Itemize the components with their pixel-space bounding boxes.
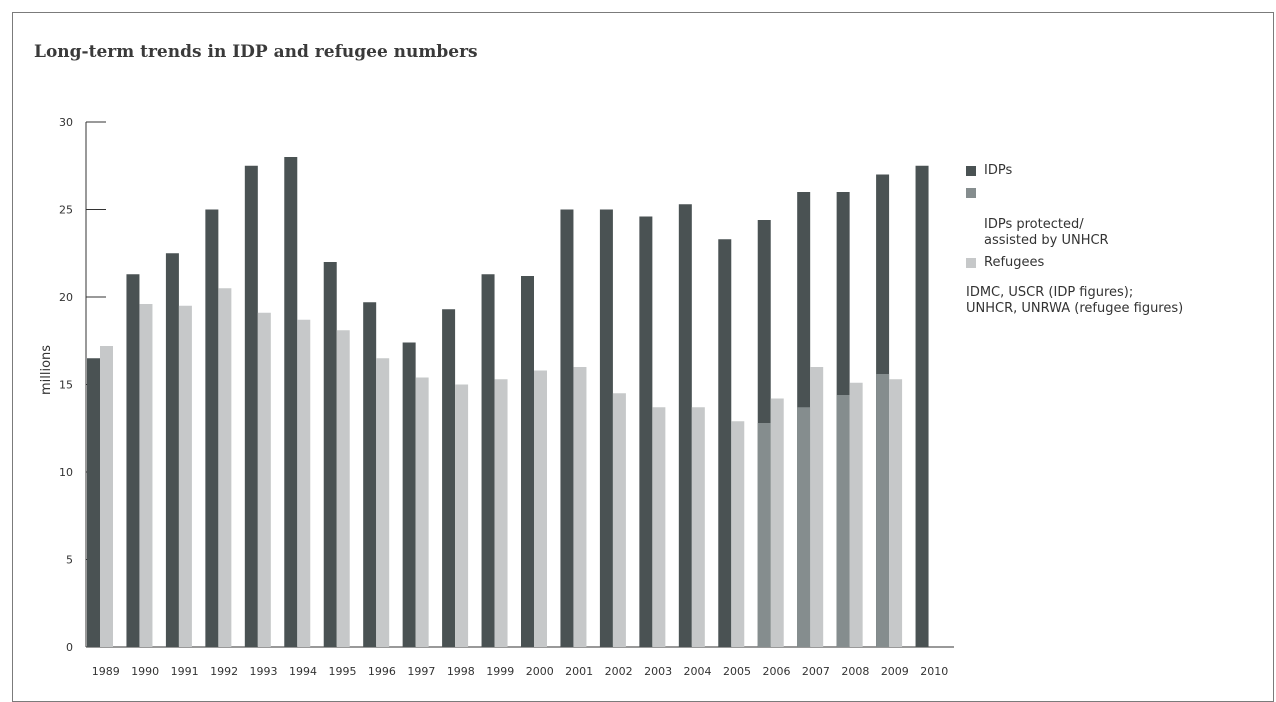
bar-refugees [139, 304, 153, 647]
bar-idps [442, 309, 456, 647]
bar-idps [323, 262, 337, 647]
x-tick-label: 2010 [920, 665, 948, 678]
bar-idps-protected [836, 395, 850, 647]
bar-idps-protected [876, 374, 890, 647]
legend-item-idps: IDPs [966, 163, 1183, 179]
bar-idps [599, 209, 613, 647]
x-tick-label: 2003 [644, 665, 672, 678]
bar-idps [521, 276, 534, 647]
bar-refugees [691, 407, 705, 647]
x-tick-label: 1989 [92, 665, 120, 678]
legend-label-idps-protected: IDPs protected/ assisted by UNHCR [984, 217, 1109, 248]
chart-title: Long-term trends in IDP and refugee numb… [34, 42, 478, 62]
bar-refugees [100, 346, 113, 647]
y-tick-label: 10 [59, 466, 73, 479]
bar-idps [639, 216, 653, 647]
bar-refugees [534, 370, 547, 647]
x-tick-label: 2001 [565, 665, 593, 678]
bar-refugees [455, 384, 469, 647]
x-tick-label: 1991 [171, 665, 199, 678]
bar-refugees [178, 305, 192, 647]
source-note: IDMC, USCR (IDP figures); UNHCR, UNRWA (… [966, 285, 1184, 316]
bar-refugees [731, 421, 745, 647]
x-tick-label: 1992 [210, 665, 238, 678]
x-tick-label: 2004 [684, 665, 712, 678]
y-tick-labels: 0 5 10 15 20 25 30 [59, 116, 73, 654]
x-tick-label: 2002 [605, 665, 633, 678]
x-tick-label: 1997 [407, 665, 435, 678]
y-tick-label: 5 [66, 554, 73, 567]
bar-refugees [573, 367, 587, 647]
bar-refugees [494, 379, 508, 647]
legend-swatch-refugees [966, 258, 976, 268]
bar-refugees [652, 407, 666, 647]
x-tick-label: 1994 [289, 665, 317, 678]
bar-idps [87, 358, 100, 647]
x-tick-label: 1993 [250, 665, 278, 678]
bar-idps [560, 209, 574, 647]
bar-idps [402, 342, 416, 647]
bar-refugees [810, 367, 824, 647]
bar-idps [915, 165, 929, 647]
legend-label-idps: IDPs [984, 163, 1013, 178]
y-tick-label: 0 [66, 641, 73, 654]
bar-idps-protected [757, 423, 771, 647]
bar-idps [284, 157, 298, 647]
bar-refugees [889, 379, 903, 647]
bar-refugees [612, 393, 626, 647]
x-tick-label: 1995 [328, 665, 356, 678]
bar-idps [244, 165, 258, 647]
bar-refugees [257, 312, 271, 647]
legend-swatch-idps-protected [966, 188, 976, 198]
x-tick-label: 2006 [762, 665, 790, 678]
legend-label-refugees: Refugees [984, 255, 1045, 270]
x-tick-label: 1999 [486, 665, 514, 678]
bar-refugees [770, 398, 784, 647]
y-tick-label: 30 [59, 116, 73, 129]
x-tick-label: 1996 [368, 665, 396, 678]
x-tick-label: 2008 [841, 665, 869, 678]
y-tick-label: 15 [59, 379, 73, 392]
legend-swatch-idps [966, 166, 976, 176]
legend-item-refugees: Refugees [966, 255, 1183, 271]
bar-idps [678, 204, 692, 647]
y-tick-label: 25 [59, 204, 73, 217]
y-axis-label: millions [39, 345, 54, 395]
bar-idps [205, 209, 219, 647]
x-tick-label: 2005 [723, 665, 751, 678]
bar-refugees [336, 330, 350, 647]
bar-refugees [849, 382, 863, 647]
x-tick-label: 1990 [131, 665, 159, 678]
bar-idps-protected [797, 407, 811, 647]
bar-refugees [297, 319, 311, 647]
bar-idps [126, 274, 140, 647]
x-tick-label: 2009 [881, 665, 909, 678]
bars [87, 157, 929, 647]
bar-refugees [218, 288, 232, 647]
legend: IDPs IDPs protected/ assisted by UNHCR R… [966, 163, 1183, 317]
bar-idps [718, 239, 732, 647]
legend-item-idps-protected: IDPs protected/ assisted by UNHCR [966, 185, 1183, 249]
bar-idps [363, 302, 377, 647]
bar-refugees [376, 358, 390, 647]
bar-idps [481, 274, 495, 647]
bar-refugees [415, 377, 429, 647]
x-tick-label: 2007 [802, 665, 830, 678]
bar-idps [165, 253, 179, 647]
x-tick-label: 1998 [447, 665, 475, 678]
y-tick-label: 20 [59, 291, 73, 304]
x-tick-labels: 1989 1990 1991 1992 1993 1994 1995 1996 1997 1998… [92, 665, 949, 678]
x-tick-label: 2000 [526, 665, 554, 678]
